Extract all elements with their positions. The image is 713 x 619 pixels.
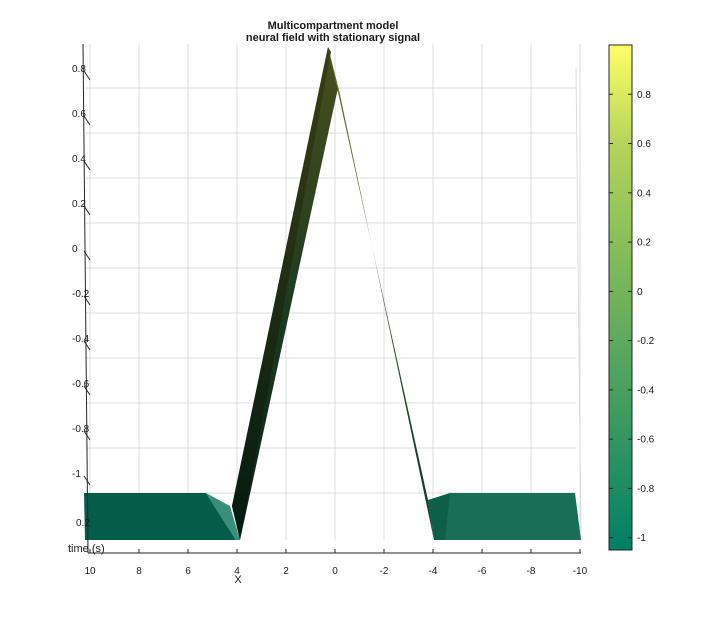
z-tick-label: -1 <box>72 469 81 480</box>
colorbar-tick-label: 0.6 <box>637 139 651 150</box>
surface-plot <box>84 47 581 540</box>
x-tick-label: -10 <box>573 566 588 577</box>
x-tick-label: -8 <box>527 566 536 577</box>
x-axis-label: X <box>234 574 242 586</box>
z-tick-label: 0.6 <box>72 109 86 120</box>
time-tick-label: 0.2 <box>76 518 90 529</box>
z-tick-label: -0.8 <box>72 424 90 435</box>
colorbar-tick-label: 0.8 <box>637 90 651 101</box>
z-tick-label: -0.2 <box>72 289 90 300</box>
z-tick-label: 0.4 <box>72 154 86 165</box>
x-tick-label: 0 <box>332 566 338 577</box>
chart-title: Multicompartment model <box>268 20 399 32</box>
z-tick-label: 0.2 <box>72 199 86 210</box>
x-tick-label: 2 <box>283 566 289 577</box>
z-ticks: 0.8 0.6 0.4 0.2 0 -0.2 -0.4 -0.6 -0.8 -1 <box>72 64 91 486</box>
surface-right-plateau <box>436 493 581 540</box>
z-tick-mark <box>83 205 91 216</box>
colorbar-tick-label: -0.4 <box>637 385 655 396</box>
surface-fall-face <box>328 47 434 540</box>
surface-left-plateau <box>84 493 236 540</box>
colorbar-ticks: 0.8 0.6 0.4 0.2 0 -0.2 -0.4 -0.6 -0.8 -1 <box>609 90 655 544</box>
z-tick-mark <box>83 115 91 126</box>
surface-left-plateau-edge <box>206 493 240 540</box>
colorbar-tick-label: 0 <box>637 287 643 298</box>
z-tick-mark <box>83 430 91 441</box>
x-tick-label: -2 <box>380 566 389 577</box>
x-tick-label: -4 <box>429 566 438 577</box>
colorbar: 0.8 0.6 0.4 0.2 0 -0.2 -0.4 -0.6 -0.8 -1 <box>608 44 655 551</box>
z-tick-label: -0.4 <box>72 334 90 345</box>
chart-subtitle: neural field with stationary signal <box>246 32 420 44</box>
z-tick-label: 0 <box>72 244 78 255</box>
z-tick-mark <box>83 340 91 351</box>
time-axis-label: time (s) <box>68 543 105 555</box>
colorbar-fill <box>608 44 633 551</box>
colorbar-tick-label: -0.6 <box>637 435 655 446</box>
x-tick-label: -6 <box>478 566 487 577</box>
colorbar-tick-label: -0.2 <box>637 336 655 347</box>
axes <box>82 43 581 554</box>
grid <box>86 44 582 541</box>
z-tick-label: -0.6 <box>72 379 90 390</box>
z-tick-mark <box>83 160 91 171</box>
z-tick-label: 0.8 <box>72 64 86 75</box>
colorbar-tick-label: -1 <box>637 533 646 544</box>
x-ticks: 10 8 6 4 2 0 -2 -4 -6 -8 -10 <box>84 549 588 577</box>
x-tick-label: 8 <box>136 566 142 577</box>
back-edge <box>575 67 582 541</box>
z-tick-mark <box>83 385 91 396</box>
x-tick-label: 10 <box>84 566 96 577</box>
colorbar-tick-label: 0.2 <box>637 238 651 249</box>
x-tick-label: 4 <box>234 566 240 577</box>
z-tick-mark <box>83 295 91 306</box>
x-tick-label: 6 <box>185 566 191 577</box>
z-tick-mark <box>83 250 91 261</box>
colorbar-tick-label: 0.4 <box>637 188 651 199</box>
colorbar-tick-label: -0.8 <box>637 484 655 495</box>
z-tick-mark <box>83 475 91 486</box>
z-tick-mark <box>83 70 91 81</box>
surface-right-plateau-edge <box>428 493 450 540</box>
surface-peak-dark-face <box>232 47 331 540</box>
